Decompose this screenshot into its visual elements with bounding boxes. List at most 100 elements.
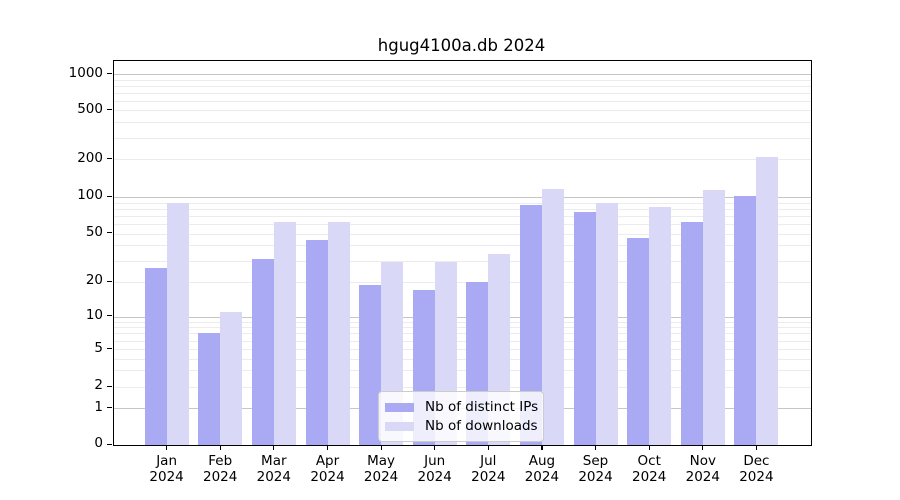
gridline-major [114,316,811,318]
bar-downloads-dec [756,156,779,445]
gridline-minor [114,215,811,217]
y-tick [107,195,112,197]
gridline-minor [114,137,811,139]
gridline-minor [114,202,811,204]
gridline-minor [114,245,811,247]
y-tick-label: 500 [77,100,103,117]
bar-distinct-ips-apr [305,240,328,445]
gridline-minor [114,92,811,94]
y-tick-label: 200 [77,149,103,166]
gridline-minor [114,233,811,235]
plot-area [113,60,812,446]
gridline-minor [114,333,811,335]
gridline-major [114,74,811,76]
y-tick [107,443,112,445]
gridline-minor [114,358,811,360]
bar-downloads-feb [220,311,243,445]
x-tick [219,445,221,451]
gridline-minor [114,370,811,372]
gridline-minor [114,208,811,210]
bar-downloads-nov [702,190,725,445]
y-tick [107,157,112,160]
x-tick-label: Sep 2024 [578,453,613,485]
legend-label: Nb of downloads [425,418,538,434]
gridline-minor [114,340,811,342]
x-tick [487,445,489,451]
bar-downloads-aug [541,189,564,445]
gridline-minor [114,387,811,388]
bar-downloads-jan [166,203,189,445]
x-tick-label: May 2024 [363,453,399,485]
gridline-minor [114,224,811,225]
y-tick-label: 0 [94,435,103,452]
gridline-minor [114,327,811,329]
distinct-ips-swatch-icon [385,402,414,412]
downloads-swatch-icon [385,421,414,431]
y-tick-label: 100 [77,187,103,204]
y-tick-label: 1 [94,398,103,415]
y-tick [107,385,112,387]
bar-distinct-ips-dec [734,195,757,445]
bar-downloads-mar [273,222,296,445]
x-tick [702,445,704,451]
y-tick [107,108,112,111]
gridline-minor [114,282,811,283]
x-tick-label: Nov 2024 [685,453,720,485]
x-tick [648,445,650,451]
x-tick [166,445,168,451]
x-tick-label: Jul 2024 [471,453,506,485]
gridline-minor [114,321,811,323]
gridline-minor [114,260,811,262]
bar-distinct-ips-aug [519,205,542,445]
y-tick-label: 1000 [68,64,103,81]
x-tick [380,445,382,451]
x-tick-label: Jan 2024 [149,453,184,485]
bar-distinct-ips-jan [144,268,167,445]
gridline-minor [114,85,811,87]
x-tick-label: Mar 2024 [256,453,291,485]
gridline-minor [114,100,811,102]
x-tick-label: Jun 2024 [417,453,452,485]
y-tick [107,315,112,317]
y-tick [107,232,112,234]
y-tick-label: 50 [85,223,103,240]
gridline-minor [114,159,811,161]
x-tick [755,445,758,451]
bar-downloads-sep [595,203,618,445]
x-tick-label: Apr 2024 [310,453,345,485]
y-tick-label: 10 [85,306,103,323]
bar-distinct-ips-may [359,284,382,445]
y-tick-label: 5 [94,339,103,356]
y-tick-label: 2 [94,377,103,394]
legend-item-downloads: Nb of downloads [385,417,538,435]
x-tick-label: Aug 2024 [524,453,560,485]
y-tick [107,406,112,409]
gridline-minor [114,79,811,81]
x-tick-label: Feb 2024 [203,453,238,485]
gridline-minor [114,349,811,351]
y-tick [107,280,112,282]
y-tick [107,72,112,75]
gridline-major [114,197,811,198]
x-tick [326,445,329,451]
bar-distinct-ips-mar [251,258,274,445]
bar-downloads-apr [327,222,350,445]
y-tick [107,347,112,350]
x-tick [594,445,597,451]
legend-label: Nb of distinct IPs [425,399,539,415]
x-tick [541,445,543,451]
gridline-minor [114,110,811,112]
legend-item-distinct-ips: Nb of distinct IPs [385,398,539,416]
bar-downloads-oct [649,206,672,445]
legend: Nb of distinct IPs Nb of downloads [378,391,544,442]
gridline-minor [114,122,811,124]
bar-distinct-ips-feb [198,333,221,445]
x-tick-label: Oct 2024 [632,453,667,485]
bar-distinct-ips-sep [573,211,596,445]
x-tick-label: Dec 2024 [739,453,774,485]
y-tick-label: 20 [85,272,103,289]
chart-title: hgug4100a.db 2024 [377,36,546,55]
x-tick [434,445,436,451]
x-tick [273,445,275,451]
